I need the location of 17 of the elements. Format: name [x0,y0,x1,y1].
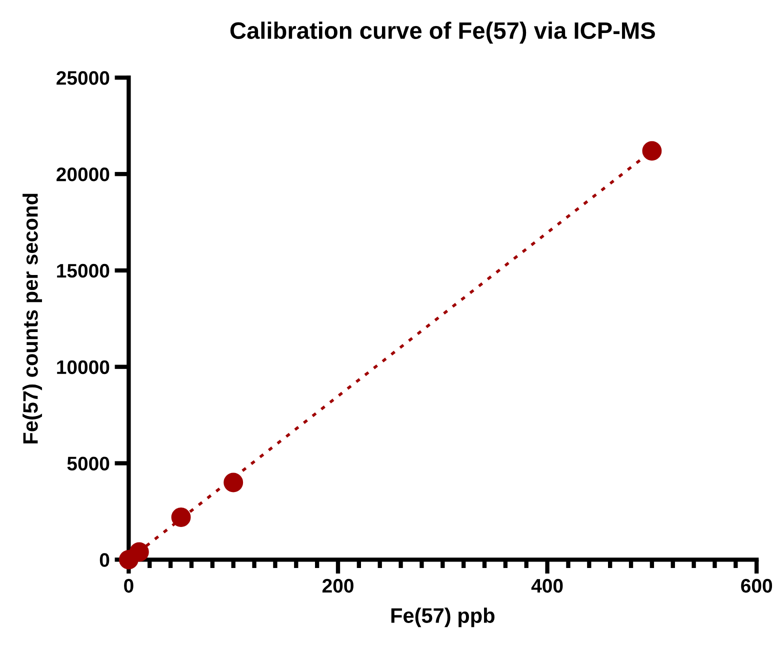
y-tick-label: 5000 [67,456,110,470]
x-tick-label: 400 [531,578,563,593]
x-tick-label: 200 [322,578,354,593]
y-tick-label: 15000 [57,264,110,278]
y-tick-label: 10000 [57,360,110,374]
y-tick-label: 25000 [56,71,110,85]
point [129,542,149,562]
point [224,472,244,492]
y-tick-label: 0 [100,553,110,567]
point [171,508,191,527]
chart-title: Calibration curve of Fe(57) via ICP-MS [230,22,655,44]
x-tick-label: 0 [124,578,134,593]
y-tick-label: 20000 [56,168,110,182]
x-axis-title: Fe(57) ppb [391,608,494,628]
x-tick-label: 600 [741,578,772,593]
point [642,141,662,161]
y-axis-title: Fe(57) counts per second [22,194,42,444]
